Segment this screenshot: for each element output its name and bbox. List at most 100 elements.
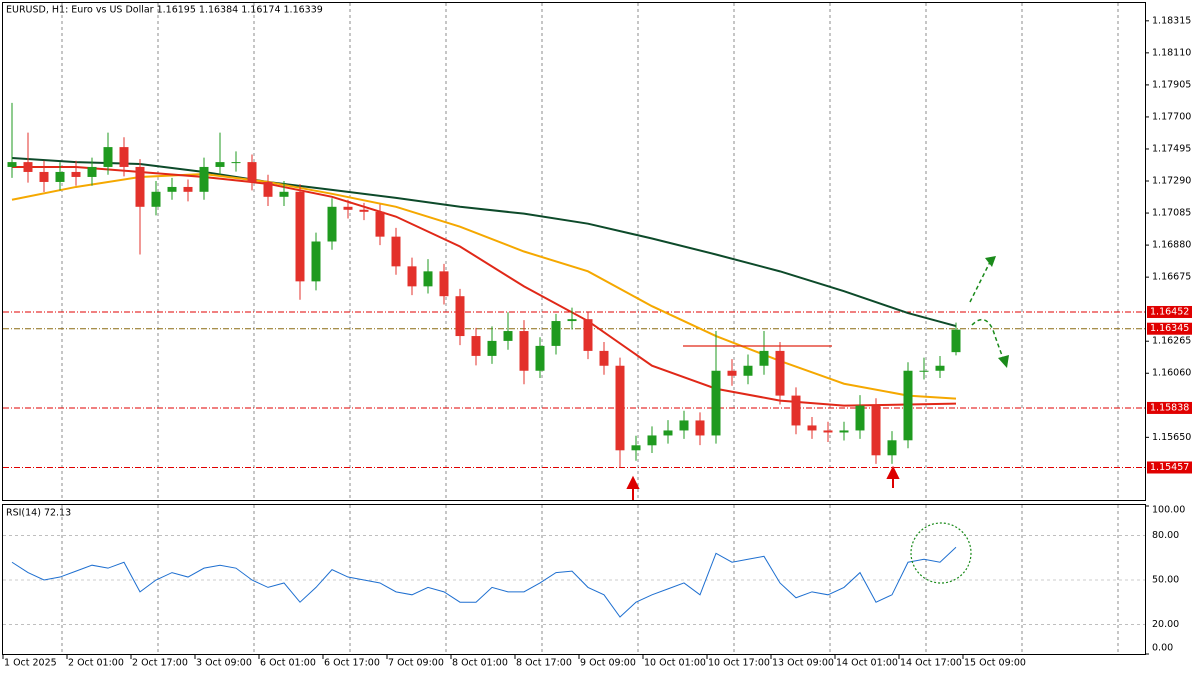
y-tick-label: 1.17085: [1152, 208, 1191, 219]
main-frame: [2, 2, 1146, 501]
candle-body: [679, 420, 689, 431]
candle-body: [439, 271, 449, 297]
candle-body: [87, 166, 97, 177]
y-tick-label: 1.17905: [1152, 79, 1191, 90]
y-tick-label: 20.00: [1152, 619, 1179, 630]
candle-body: [199, 166, 209, 192]
level-label: 1.16452: [1150, 306, 1189, 317]
candle-body: [567, 319, 577, 322]
moving-average: [11, 157, 957, 328]
up-arrow: [626, 475, 640, 500]
candle-body: [487, 340, 497, 356]
y-tick-label: 1.16265: [1152, 336, 1191, 347]
candle-body: [807, 425, 817, 431]
candle-body: [791, 395, 801, 426]
up-arrow: [886, 465, 900, 488]
candle-body: [343, 206, 353, 210]
candle-body: [583, 319, 593, 351]
x-tick-label: 10 Oct 01:00: [644, 658, 706, 669]
y-tick-label: 1.18315: [1152, 15, 1191, 26]
candle-body: [775, 350, 785, 396]
candle-body: [711, 370, 721, 436]
x-tick-label: 13 Oct 09:00: [772, 658, 834, 669]
level-label: 1.15457: [1150, 462, 1189, 473]
y-tick-label: 0.00: [1152, 643, 1173, 654]
candle-body: [247, 162, 257, 182]
candle-body: [695, 420, 705, 436]
candle-body: [839, 430, 849, 433]
candle-body: [919, 370, 929, 372]
candle-body: [407, 266, 417, 287]
candle-body: [503, 331, 513, 341]
candle-body: [167, 186, 177, 192]
candle-body: [39, 171, 49, 182]
x-tick-label: 1 Oct 2025: [4, 658, 57, 669]
candle-body: [151, 191, 161, 207]
marks: 1.18315 1.18110 1.17905 1.17700 1.17495 1.172…: [2, 3, 1192, 669]
candle-body: [119, 147, 129, 167]
candle-body: [135, 166, 145, 207]
x-tick-label: 3 Oct 09:00: [196, 658, 252, 669]
y-tick-label: 1.17290: [1152, 176, 1191, 187]
candle-body: [951, 329, 961, 353]
x-tick-label: 8 Oct 17:00: [516, 658, 572, 669]
candle-body: [615, 365, 625, 451]
x-tick-label: 14 Oct 01:00: [836, 658, 898, 669]
candle-body: [7, 162, 17, 167]
candle-body: [279, 191, 289, 197]
x-tick-label: 9 Oct 09:00: [580, 658, 636, 669]
candle-body: [215, 162, 225, 167]
candle-body: [903, 370, 913, 441]
x-tick-label: 2 Oct 17:00: [132, 658, 188, 669]
x-tick-label: 8 Oct 01:00: [452, 658, 508, 669]
candle-body: [55, 171, 65, 182]
x-tick-label: 6 Oct 17:00: [324, 658, 380, 669]
candle-body: [823, 430, 833, 433]
candle-body: [71, 171, 81, 177]
candle-body: [535, 345, 545, 371]
candle-body: [103, 147, 113, 167]
candle-body: [935, 365, 945, 371]
level-label-box: [1147, 322, 1192, 335]
x-tick-label: 2 Oct 01:00: [68, 658, 124, 669]
x-tick-label: 10 Oct 17:00: [708, 658, 770, 669]
x-tick-label: 7 Oct 09:00: [388, 658, 444, 669]
y-tick-label: 1.17700: [1152, 111, 1191, 122]
highlight-circle: [910, 522, 972, 584]
candle-body: [519, 331, 529, 371]
y-tick-label: 50.00: [1152, 575, 1179, 586]
y-tick-label: 80.00: [1152, 530, 1179, 541]
candle-body: [663, 430, 673, 436]
x-tick-label: 14 Oct 17:00: [900, 658, 962, 669]
moving-average: [11, 172, 957, 400]
candle-body: [727, 370, 737, 376]
x-tick-label: 6 Oct 01:00: [260, 658, 316, 669]
y-tick-label: 1.15650: [1152, 432, 1191, 443]
x-tick-label: 15 Oct 09:00: [964, 658, 1026, 669]
rsi-frame: [2, 504, 1146, 655]
candle-body: [231, 162, 241, 164]
candle-body: [743, 365, 753, 376]
annotations: [626, 256, 1009, 584]
candle-body: [631, 445, 641, 451]
candle-body: [599, 350, 609, 366]
chart-title: EURUSD, H1: Euro vs US Dollar 1.16195 1.…: [6, 5, 323, 16]
candle-body: [327, 206, 337, 242]
level-label-box: [1147, 305, 1192, 318]
candle-body: [359, 209, 369, 212]
candle-body: [263, 181, 273, 197]
level-label-box: [1147, 461, 1192, 474]
candle-body: [455, 296, 465, 337]
projection-up: [969, 261, 991, 303]
y-tick-label: 1.16880: [1152, 240, 1191, 251]
y-tick-label: 1.17495: [1152, 143, 1191, 154]
projection-down: [971, 318, 1004, 359]
moving-average: [12, 165, 957, 407]
rsi-line: [11, 546, 957, 618]
candle-body: [183, 186, 193, 192]
y-tick-label: 100.00: [1152, 505, 1185, 516]
arrow-head: [998, 355, 1009, 368]
candle-body: [551, 321, 561, 346]
